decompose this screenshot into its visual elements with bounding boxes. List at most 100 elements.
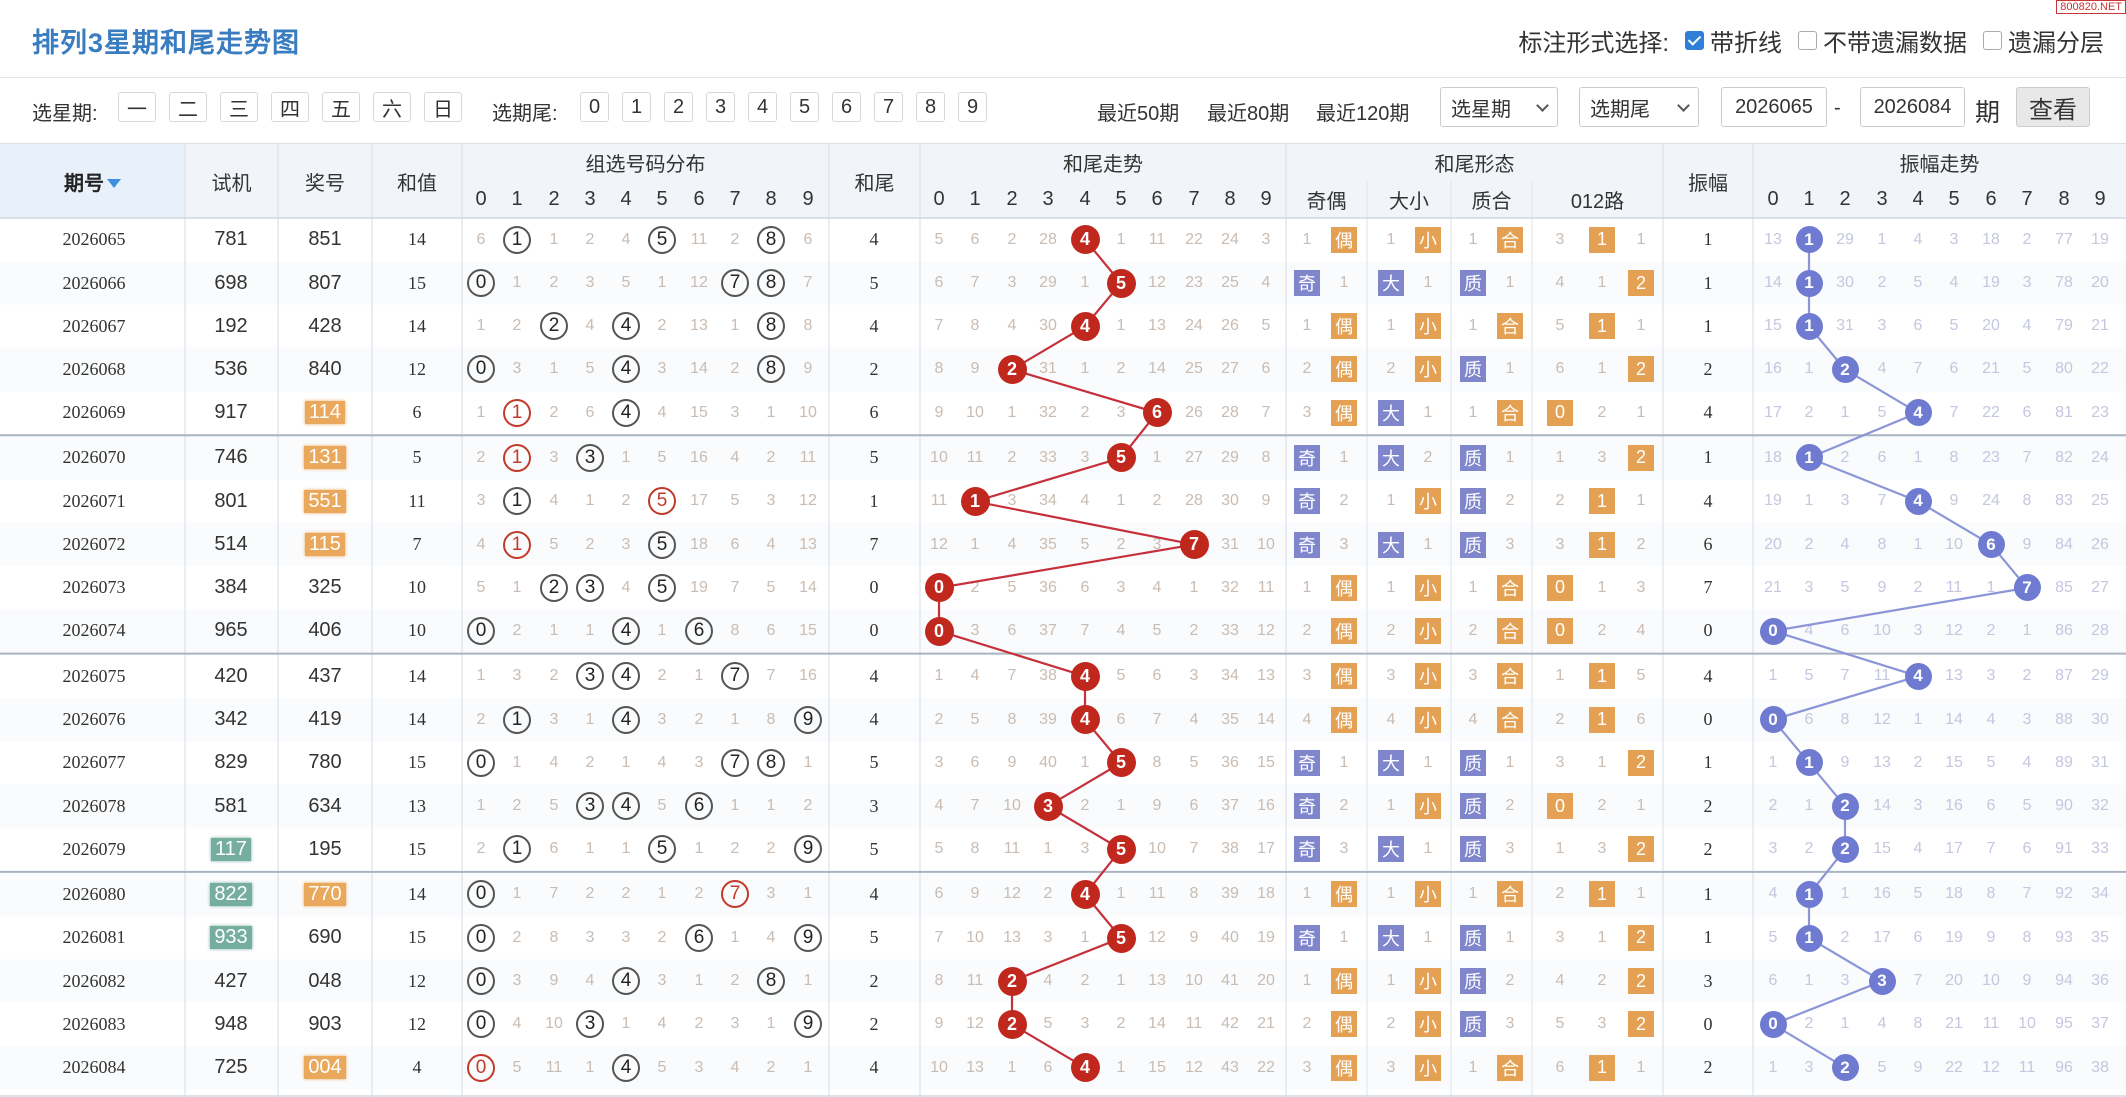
dist-cell: 3 [694, 753, 704, 771]
ampt-cell: 77 [2055, 230, 2073, 248]
form-box: 大 [1378, 531, 1404, 558]
amp-ball: 7 [2013, 574, 2041, 602]
dist-cell: 1 [499, 828, 535, 871]
form-cell: 偶 [1326, 873, 1362, 916]
form-cell: 3 [1468, 667, 1478, 685]
weekday-button-4[interactable]: 五 [322, 92, 360, 122]
dist-cell: 1 [499, 523, 535, 566]
dist-ball: 7 [721, 880, 749, 909]
dist-cell: 0 [463, 960, 499, 1003]
dist-cell: 2 [512, 928, 522, 946]
form-cell: 偶 [1326, 218, 1362, 261]
form-cell: 3 [1339, 535, 1349, 553]
trend-cell: 18 [1257, 885, 1275, 903]
road-cell: 1 [1584, 873, 1620, 916]
weekday-button-5[interactable]: 六 [373, 92, 411, 122]
dist-ball: 0 [467, 748, 495, 777]
sum-cell: 15 [408, 752, 426, 773]
weekday-button-3[interactable]: 四 [271, 92, 309, 122]
dist-ball: 4 [612, 398, 640, 427]
form-cell: 1 [1505, 360, 1515, 378]
weekday-button-1[interactable]: 二 [169, 92, 207, 122]
tail-cell: 4 [869, 665, 879, 686]
tail-button-9[interactable]: 9 [958, 92, 987, 122]
road-cell: 1 [1555, 667, 1565, 685]
dist-cell: 5 [644, 828, 680, 871]
tail-ball: 6 [1142, 398, 1172, 428]
dist-cell: 1 [766, 1015, 776, 1033]
checkbox-icon[interactable] [1685, 30, 1704, 50]
trend-cell: 34 [1221, 667, 1239, 685]
select-weekday[interactable]: 选星期 [1440, 87, 1558, 127]
weekday-button-2[interactable]: 三 [220, 92, 258, 122]
tail-button-2[interactable]: 2 [664, 92, 693, 122]
prize-value: 780 [308, 751, 342, 774]
checkbox-icon[interactable] [1798, 30, 1817, 50]
trial-cell: 948 [185, 1003, 278, 1046]
form-cell: 1 [1339, 448, 1349, 466]
mark-option-label: 遗漏分层 [2008, 29, 2104, 57]
header-road: 012路 [1570, 191, 1625, 213]
prize-value: 114 [305, 401, 345, 425]
dist-cell: 8 [730, 621, 740, 639]
tail-button-1[interactable]: 1 [622, 92, 651, 122]
prize-value: 115 [305, 533, 345, 557]
ampt-cell: 94 [2055, 972, 2073, 990]
range-link-2[interactable]: 最近120期 [1316, 103, 1410, 125]
trend-cell: 10 [1257, 535, 1275, 553]
amp-trend-point: 4 [1900, 658, 1936, 694]
form-cell: 合 [1492, 391, 1528, 434]
dist-cell: 3 [766, 885, 776, 903]
form-box: 小 [1415, 663, 1441, 690]
prize-value: 406 [308, 619, 342, 642]
form-cell: 1 [1386, 797, 1396, 815]
dist-cell: 16 [690, 448, 708, 466]
sum-cell: 10 [408, 620, 426, 641]
trend-cell: 14 [1257, 710, 1275, 728]
dist-ball: 0 [467, 967, 495, 996]
ampt-cell: 88 [2055, 710, 2073, 728]
trend-cell: 39 [1221, 885, 1239, 903]
range-link-0[interactable]: 最近50期 [1097, 103, 1180, 125]
checkbox-icon[interactable] [1983, 30, 2002, 50]
issue-cell: 2026084 [62, 1057, 126, 1078]
tail-button-0[interactable]: 0 [580, 92, 609, 122]
dist-cell: 2 [657, 928, 667, 946]
range-link-1[interactable]: 最近80期 [1207, 103, 1290, 125]
header-issue[interactable]: 期号 [0, 144, 185, 218]
header-amp-digit: 6 [1985, 188, 1997, 210]
ampt-cell: 20 [2091, 274, 2109, 292]
tail-button-5[interactable]: 5 [790, 92, 819, 122]
weekday-button-0[interactable]: 一 [118, 92, 156, 122]
from-issue-input[interactable]: 2026065 [1721, 87, 1827, 127]
tail-cell: 0 [869, 577, 879, 598]
mark-option-1[interactable]: 不带遗漏数据 [1798, 23, 1967, 58]
dist-cell: 5 [730, 492, 740, 510]
form-box: 合 [1497, 313, 1523, 340]
road-cell: 2 [1636, 535, 1646, 553]
prize-value: 131 [304, 446, 346, 470]
tail-button-3[interactable]: 3 [706, 92, 735, 122]
road-cell: 0 [1542, 609, 1578, 652]
amp-trend-point: 1 [1791, 920, 1827, 956]
tail-button-7[interactable]: 7 [874, 92, 903, 122]
mark-option-2[interactable]: 遗漏分层 [1983, 23, 2104, 58]
tail-button-6[interactable]: 6 [832, 92, 861, 122]
ampt-cell: 25 [2091, 492, 2109, 510]
trial-cell: 917 [185, 391, 278, 434]
trial-cell: 581 [185, 785, 278, 828]
dist-ball: 5 [648, 835, 676, 864]
query-button[interactable]: 查看 [2016, 87, 2090, 127]
to-issue-input[interactable]: 2026084 [1860, 87, 1965, 127]
select-tail[interactable]: 选期尾 [1579, 87, 1699, 127]
dist-cell: 2 [512, 797, 522, 815]
weekday-button-6[interactable]: 日 [424, 92, 462, 122]
dist-cell: 4 [621, 578, 631, 596]
tail-button-4[interactable]: 4 [748, 92, 777, 122]
form-cell: 2 [1302, 1015, 1312, 1033]
mark-option-0[interactable]: 带折线 [1685, 23, 1782, 58]
tail-ball: 0 [924, 616, 954, 646]
tail-button-8[interactable]: 8 [916, 92, 945, 122]
road-cell: 3 [1555, 753, 1565, 771]
dist-cell: 3 [572, 1003, 608, 1046]
